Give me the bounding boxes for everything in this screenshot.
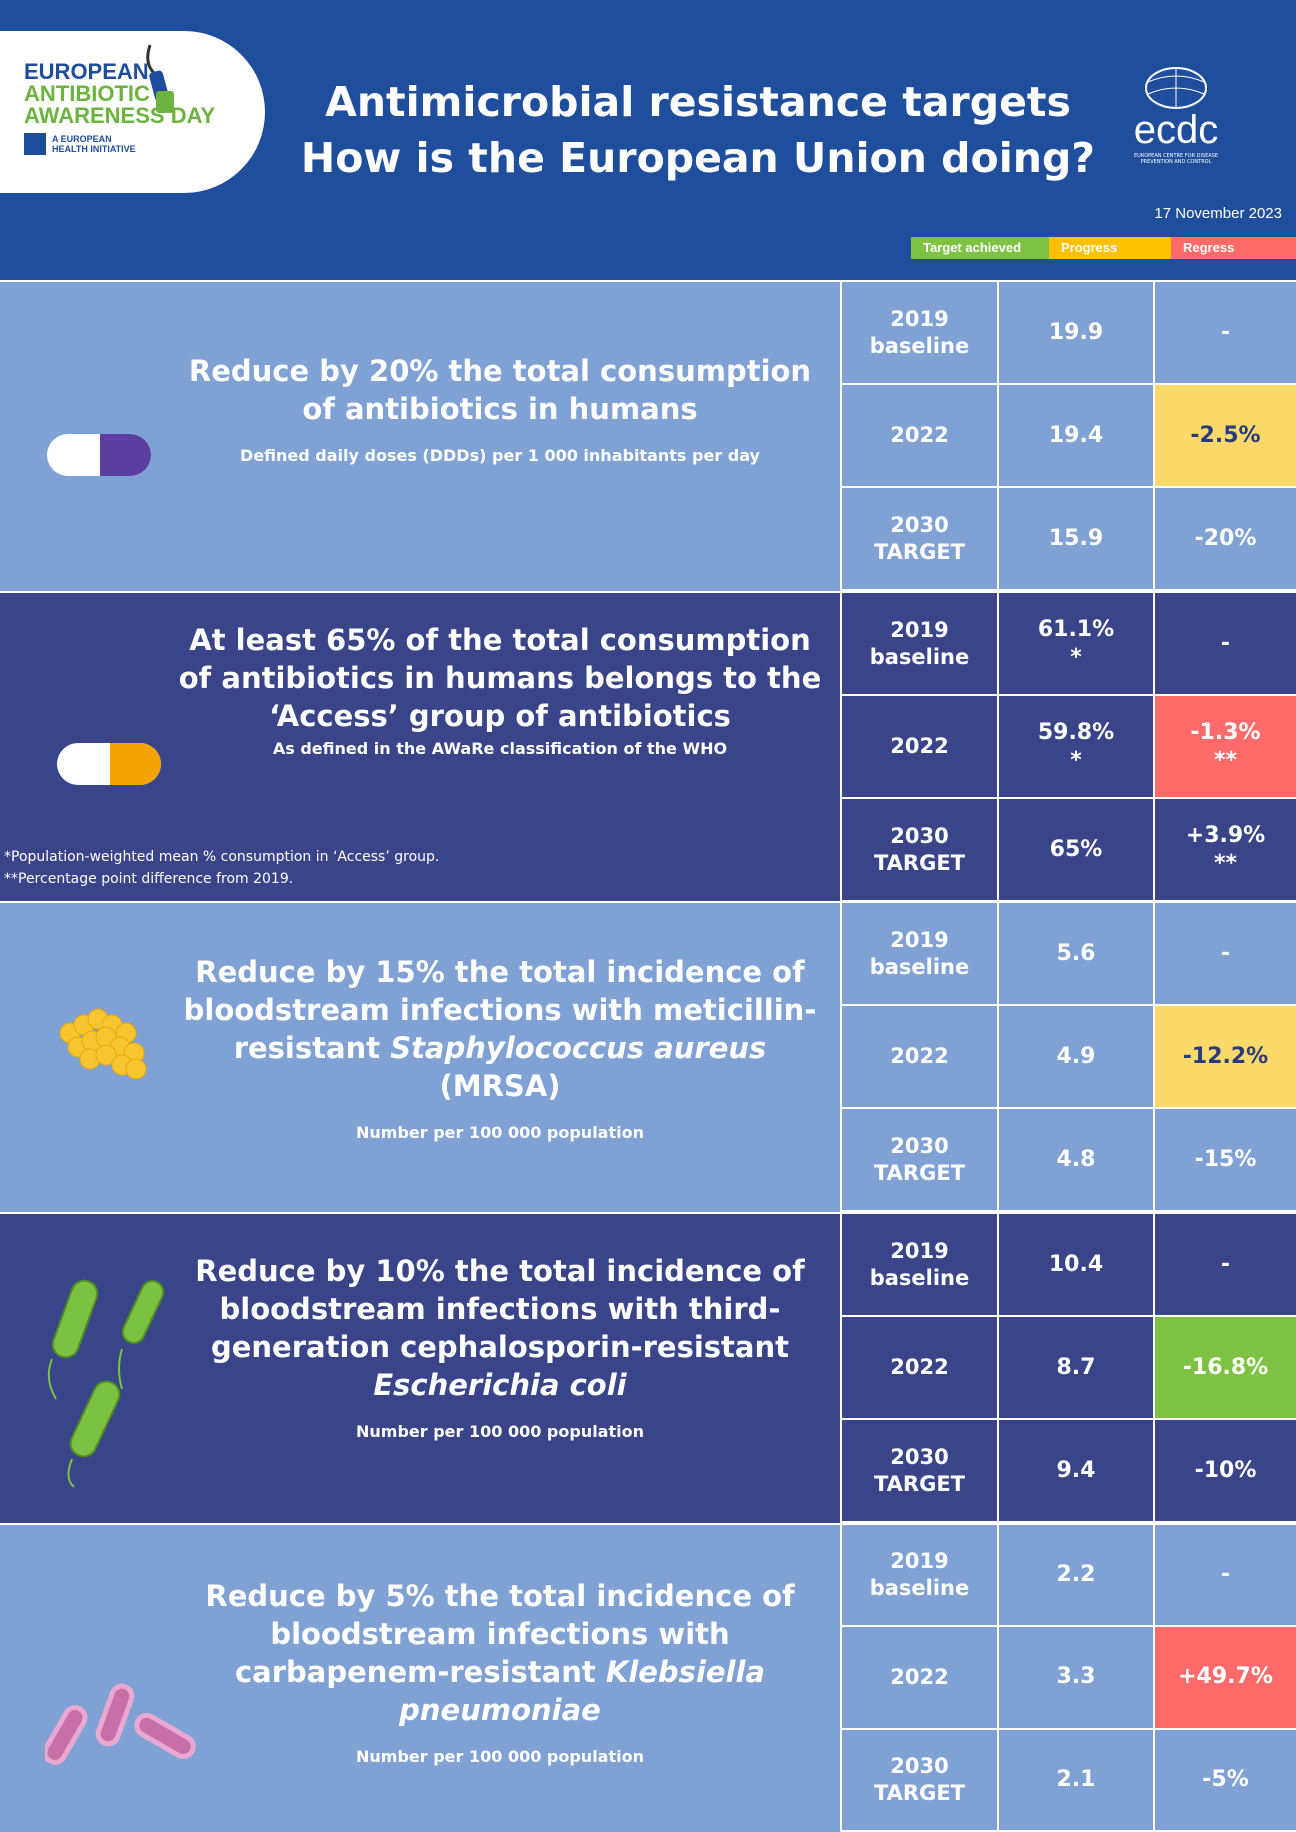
target-section: At least 65% of the total consumption of… [0, 591, 1296, 902]
target-unit: Defined daily doses (DDDs) per 1 000 inh… [240, 446, 760, 465]
header: EUROPEAN ANTIBIOTIC AWARENESS DAY A EURO… [0, 0, 1296, 280]
staphylococcus-icon [50, 1003, 150, 1087]
value-cell: 9.4 [997, 1420, 1153, 1523]
change-cell: -1.3% ** [1153, 696, 1296, 799]
target-section: Reduce by 15% the total incidence of blo… [0, 901, 1296, 1212]
year-cell: 2022 [840, 1317, 997, 1420]
logo-text: HEALTH INITIATIVE [52, 144, 136, 154]
year-cell: 2030 TARGET [840, 1109, 997, 1212]
target-title: Reduce by 5% the total incidence of bloo… [205, 1579, 795, 1727]
value-cell: 2.1 [997, 1729, 1153, 1832]
value-cell: 5.6 [997, 903, 1153, 1006]
change-cell: +49.7% [1153, 1627, 1296, 1730]
value-cell: 4.9 [997, 1006, 1153, 1109]
target-title: Reduce by 10% the total incidence of blo… [195, 1254, 805, 1402]
target-description: Reduce by 5% the total incidence of bloo… [0, 1525, 840, 1832]
target-description: Reduce by 15% the total incidence of blo… [0, 903, 840, 1212]
legend-regress: Regress [1171, 237, 1296, 259]
value-cell: 19.4 [997, 385, 1153, 488]
year-cell: 2022 [840, 1006, 997, 1109]
change-cell: -2.5% [1153, 385, 1296, 488]
change-cell: - [1153, 282, 1296, 385]
value-cell: 8.7 [997, 1317, 1153, 1420]
ecdc-subtitle: EUROPEAN CENTRE FOR DISEASE PREVENTION A… [1133, 153, 1219, 165]
change-cell: -5% [1153, 1729, 1296, 1832]
target-unit: Number per 100 000 population [355, 1123, 644, 1142]
target-section: Reduce by 10% the total incidence of blo… [0, 1212, 1296, 1523]
target-unit: Number per 100 000 population [355, 1422, 644, 1441]
change-cell: - [1153, 1214, 1296, 1317]
klebsiella-icon [42, 1675, 215, 1799]
logo-text: A EUROPEAN [52, 134, 112, 144]
purple-capsule-icon [45, 430, 155, 484]
value-cell: 4.8 [997, 1109, 1153, 1212]
year-cell: 2022 [840, 696, 997, 799]
target-title: Reduce by 20% the total consumption of a… [188, 354, 812, 426]
value-cell: 65% [997, 799, 1153, 902]
value-cell: 3.3 [997, 1627, 1153, 1730]
value-cell: 19.9 [997, 282, 1153, 385]
year-cell: 2022 [840, 385, 997, 488]
change-cell: -16.8% [1153, 1317, 1296, 1420]
change-cell: - [1153, 593, 1296, 696]
change-cell: -12.2% [1153, 1006, 1296, 1109]
change-cell: -20% [1153, 488, 1296, 591]
value-cell: 15.9 [997, 488, 1153, 591]
ecdc-logo: ecdc EUROPEAN CENTRE FOR DISEASE PREVENT… [1126, 60, 1226, 165]
value-cell: 61.1% * [997, 593, 1153, 696]
year-cell: 2030 TARGET [840, 488, 997, 591]
legend-achieved: Target achieved [911, 237, 1049, 259]
target-section: Reduce by 20% the total consumption of a… [0, 280, 1296, 591]
year-cell: 2030 TARGET [840, 1729, 997, 1832]
legend-progress: Progress [1049, 237, 1171, 259]
footnotes: *Population-weighted mean % consumption … [4, 846, 439, 890]
orange-capsule-icon [55, 739, 165, 793]
target-table: 2019 baseline 61.1% * - 2022 59.8% * -1.3% ** 2030… [840, 593, 1296, 902]
target-description: Reduce by 20% the total consumption of a… [0, 282, 840, 591]
change-cell: -10% [1153, 1420, 1296, 1523]
target-section: Reduce by 5% the total incidence of bloo… [0, 1523, 1296, 1832]
target-title: At least 65% of the total consumption of… [178, 623, 822, 733]
year-cell: 2019 baseline [840, 1525, 997, 1628]
change-cell: - [1153, 903, 1296, 1006]
logo-text: ANTIBIOTIC [24, 81, 150, 106]
footnote: *Population-weighted mean % consumption … [4, 849, 440, 865]
footnote: **Percentage point difference from 2019. [4, 871, 294, 887]
value-cell: 59.8% * [997, 696, 1153, 799]
eaad-logo: EUROPEAN ANTIBIOTIC AWARENESS DAY A EURO… [0, 31, 265, 193]
change-cell: +3.9% ** [1153, 799, 1296, 902]
stethoscope-icon [146, 44, 174, 113]
target-description: Reduce by 10% the total incidence of blo… [0, 1214, 840, 1523]
change-cell: -15% [1153, 1109, 1296, 1212]
target-description: At least 65% of the total consumption of… [0, 593, 840, 902]
target-table: 2019 baseline 5.6- 2022 4.9 -12.2% 2030 TARGET 4… [840, 903, 1296, 1212]
target-table: 2019 baseline 10.4- 2022 8.7 -16.8% 2030 TARGET… [840, 1214, 1296, 1523]
target-unit: As defined in the AWaRe classification o… [272, 739, 728, 758]
year-cell: 2019 baseline [840, 1214, 997, 1317]
target-title: Reduce by 15% the total incidence of blo… [183, 955, 817, 1103]
target-table: 2019 baseline 19.9- 2022 19.4 -2.5% 2030 TARGET… [840, 282, 1296, 591]
year-cell: 2019 baseline [840, 593, 997, 696]
year-cell: 2022 [840, 1627, 997, 1730]
year-cell: 2030 TARGET [840, 1420, 997, 1523]
change-cell: - [1153, 1525, 1296, 1628]
eu-flag-icon [24, 133, 46, 155]
value-cell: 2.2 [997, 1525, 1153, 1628]
ecdc-wordmark: ecdc [1133, 108, 1219, 152]
logo-text: EUROPEAN [24, 59, 149, 84]
e-coli-icon [22, 1259, 182, 1493]
year-cell: 2019 baseline [840, 903, 997, 1006]
date: 17 November 2023 [1154, 205, 1282, 222]
value-cell: 10.4 [997, 1214, 1153, 1317]
globe-icon [1145, 67, 1207, 109]
year-cell: 2019 baseline [840, 282, 997, 385]
page-title: Antimicrobial resistance targets How is t… [300, 78, 1096, 182]
target-table: 2019 baseline 2.2- 2022 3.3 +49.7% 2030 TARGET 2… [840, 1525, 1296, 1832]
legend: Target achieved Progress Regress [911, 237, 1296, 259]
target-unit: Number per 100 000 population [355, 1747, 644, 1766]
year-cell: 2030 TARGET [840, 799, 997, 902]
